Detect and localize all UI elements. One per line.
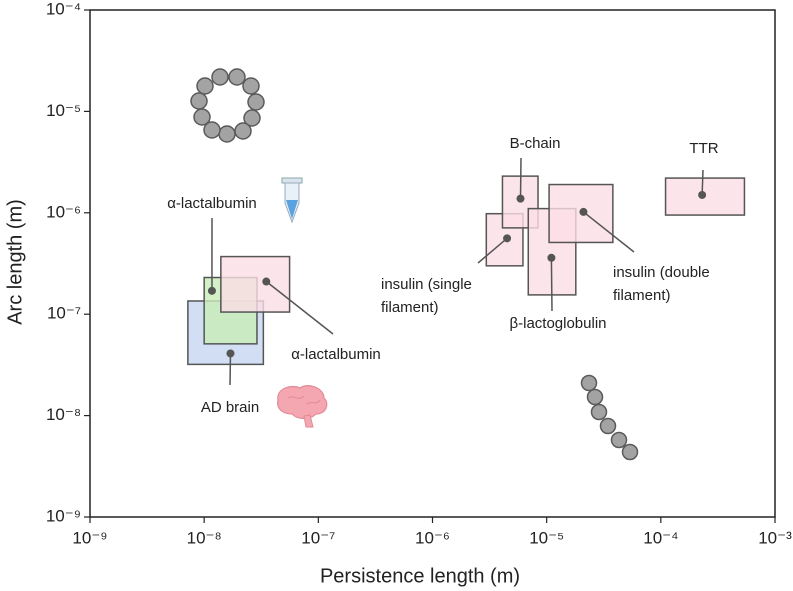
y-tick-label: 10⁻⁴ [46,0,81,18]
y-tick-label: 10⁻⁶ [46,202,81,221]
point [547,253,556,262]
annotation: AD brain [201,399,259,416]
leader-line [701,169,704,195]
x-tick-label: 10⁻⁶ [415,528,450,547]
leader-line [477,237,508,264]
x-tick-label: 10⁻⁹ [72,528,107,547]
annotation: β-lactoglobulin [509,315,606,332]
leader-line [582,211,635,253]
x-tick-label: 10⁻⁷ [301,528,335,547]
point [698,190,707,199]
range-box [220,255,291,313]
x-tick-label: 10⁻³ [758,528,792,547]
leader-line [265,280,334,335]
annotation: insulin (single [381,276,472,293]
point [516,194,525,203]
annotation: B-chain [510,135,561,152]
annotation: insulin (double [613,264,710,281]
brain-icon [277,385,328,428]
annotation: TTR [689,140,718,157]
x-tick-label: 10⁻⁸ [187,528,222,547]
tube-icon [281,177,303,224]
y-tick-label: 10⁻⁸ [46,405,81,424]
annotation: α-lactalbumin [167,195,257,212]
y-tick-label: 10⁻⁵ [46,101,81,120]
annotation: filament) [613,287,671,304]
y-tick-label: 10⁻⁹ [46,506,81,525]
point [262,277,271,286]
point [207,286,216,295]
annotation: filament) [381,299,439,316]
point [226,349,235,358]
leader-line [550,257,553,312]
chain-icon [580,374,639,461]
x-tick-label: 10⁻⁵ [529,528,564,547]
x-tick-label: 10⁻⁴ [643,528,678,547]
y-axis-title: Arc length (m) [4,199,26,325]
x-axis-title: Persistence length (m) [320,565,520,587]
ring-icon [190,68,265,143]
annotation: α-lactalbumin [291,346,381,363]
y-tick-label: 10⁻⁷ [47,304,81,323]
point [503,234,512,243]
point [579,207,588,216]
